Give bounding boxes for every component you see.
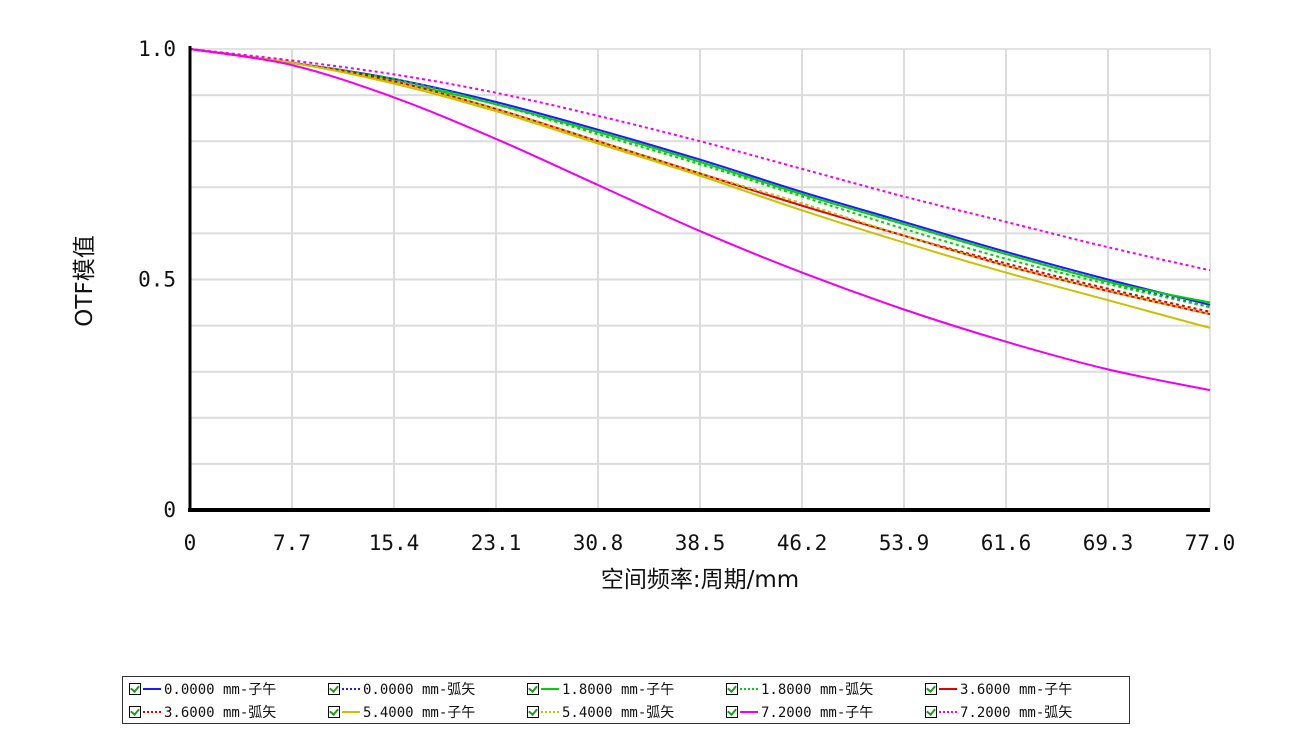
legend-line-swatch <box>143 688 161 690</box>
legend-label: 1.8000 mm-子午 <box>562 682 675 698</box>
legend-line-swatch <box>939 688 957 690</box>
checkbox-checked-icon[interactable] <box>925 705 937 718</box>
checkbox-checked-icon[interactable] <box>328 705 340 718</box>
legend-item[interactable]: 1.8000 mm-子午 <box>527 678 726 700</box>
legend-label: 3.6000 mm-弧矢 <box>164 704 277 721</box>
y-axis-title: OTF模值 <box>72 235 98 326</box>
grid <box>189 48 1211 511</box>
y-tick-label: 0.5 <box>138 268 176 292</box>
legend-line-swatch <box>342 710 360 713</box>
axes: 0 7.7 15.4 23.1 30.8 38.5 46.2 53.9 61.6 69.3 77.0… <box>138 37 1235 555</box>
legend-line-swatch <box>342 688 360 690</box>
checkbox-checked-icon[interactable] <box>527 705 539 718</box>
x-tick-label: 0 <box>184 531 197 555</box>
checkbox-checked-icon[interactable] <box>129 705 141 718</box>
checkbox-checked-icon[interactable] <box>726 705 738 718</box>
legend-line-swatch <box>939 710 957 713</box>
legend-line-swatch <box>541 688 559 690</box>
legend-label: 7.2000 mm-子午 <box>761 704 874 721</box>
series-line-4 <box>189 48 1211 309</box>
x-tick-label: 69.3 <box>1083 531 1134 555</box>
series-line-8 <box>189 48 1211 316</box>
legend-label: 0.0000 mm-子午 <box>164 682 277 698</box>
legend-label: 3.6000 mm-子午 <box>960 682 1073 698</box>
series-lines <box>189 48 1211 392</box>
legend-item[interactable]: 7.2000 mm-弧矢 <box>925 701 1124 723</box>
legend-line-swatch <box>541 710 559 713</box>
x-tick-label: 46.2 <box>777 531 828 555</box>
checkbox-checked-icon[interactable] <box>925 683 937 695</box>
x-tick-label: 53.9 <box>879 531 930 555</box>
legend-item[interactable]: 0.0000 mm-弧矢 <box>328 678 527 700</box>
x-tick-label: 7.7 <box>273 531 311 555</box>
checkbox-checked-icon[interactable] <box>129 683 141 695</box>
legend-item[interactable]: 7.2000 mm-子午 <box>726 701 925 723</box>
x-tick-label: 30.8 <box>573 531 624 555</box>
legend-label: 5.4000 mm-子午 <box>363 704 476 721</box>
legend-item[interactable]: 3.6000 mm-弧矢 <box>129 701 328 723</box>
legend-line-swatch <box>143 710 161 713</box>
legend-line-swatch <box>740 710 758 713</box>
x-tick-label: 77.0 <box>1185 531 1236 555</box>
legend: 0.0000 mm-子午 0.0000 mm-弧矢 1.8000 mm-子午 1.80… <box>122 676 1130 724</box>
legend-item[interactable]: 5.4000 mm-子午 <box>328 701 527 723</box>
series-line-9 <box>189 48 1211 392</box>
checkbox-checked-icon[interactable] <box>527 683 539 695</box>
legend-item[interactable]: 5.4000 mm-弧矢 <box>527 701 726 723</box>
series-line-7 <box>189 48 1211 329</box>
checkbox-checked-icon[interactable] <box>328 683 340 695</box>
checkbox-checked-icon[interactable] <box>726 683 738 695</box>
mtf-chart: 0 7.7 15.4 23.1 30.8 38.5 46.2 53.9 61.6 69.3 77.0… <box>72 37 1235 593</box>
x-axis-title: 空间频率:周期/mm <box>601 567 799 593</box>
y-tick-label: 1.0 <box>138 37 176 61</box>
x-tick-label: 15.4 <box>369 531 420 555</box>
series-line-10 <box>189 48 1211 272</box>
legend-label: 0.0000 mm-弧矢 <box>363 682 476 698</box>
x-tick-label: 61.6 <box>981 531 1032 555</box>
legend-item[interactable]: 1.8000 mm-弧矢 <box>726 678 925 700</box>
legend-label: 1.8000 mm-弧矢 <box>761 682 874 698</box>
y-tick-label: 0 <box>163 498 176 522</box>
legend-item[interactable]: 0.0000 mm-子午 <box>129 678 328 700</box>
legend-label: 7.2000 mm-弧矢 <box>960 704 1073 721</box>
x-tick-label: 23.1 <box>471 531 522 555</box>
legend-line-swatch <box>740 688 758 690</box>
x-tick-label: 38.5 <box>675 531 726 555</box>
legend-label: 5.4000 mm-弧矢 <box>562 704 675 721</box>
legend-item[interactable]: 3.6000 mm-子午 <box>925 678 1124 700</box>
